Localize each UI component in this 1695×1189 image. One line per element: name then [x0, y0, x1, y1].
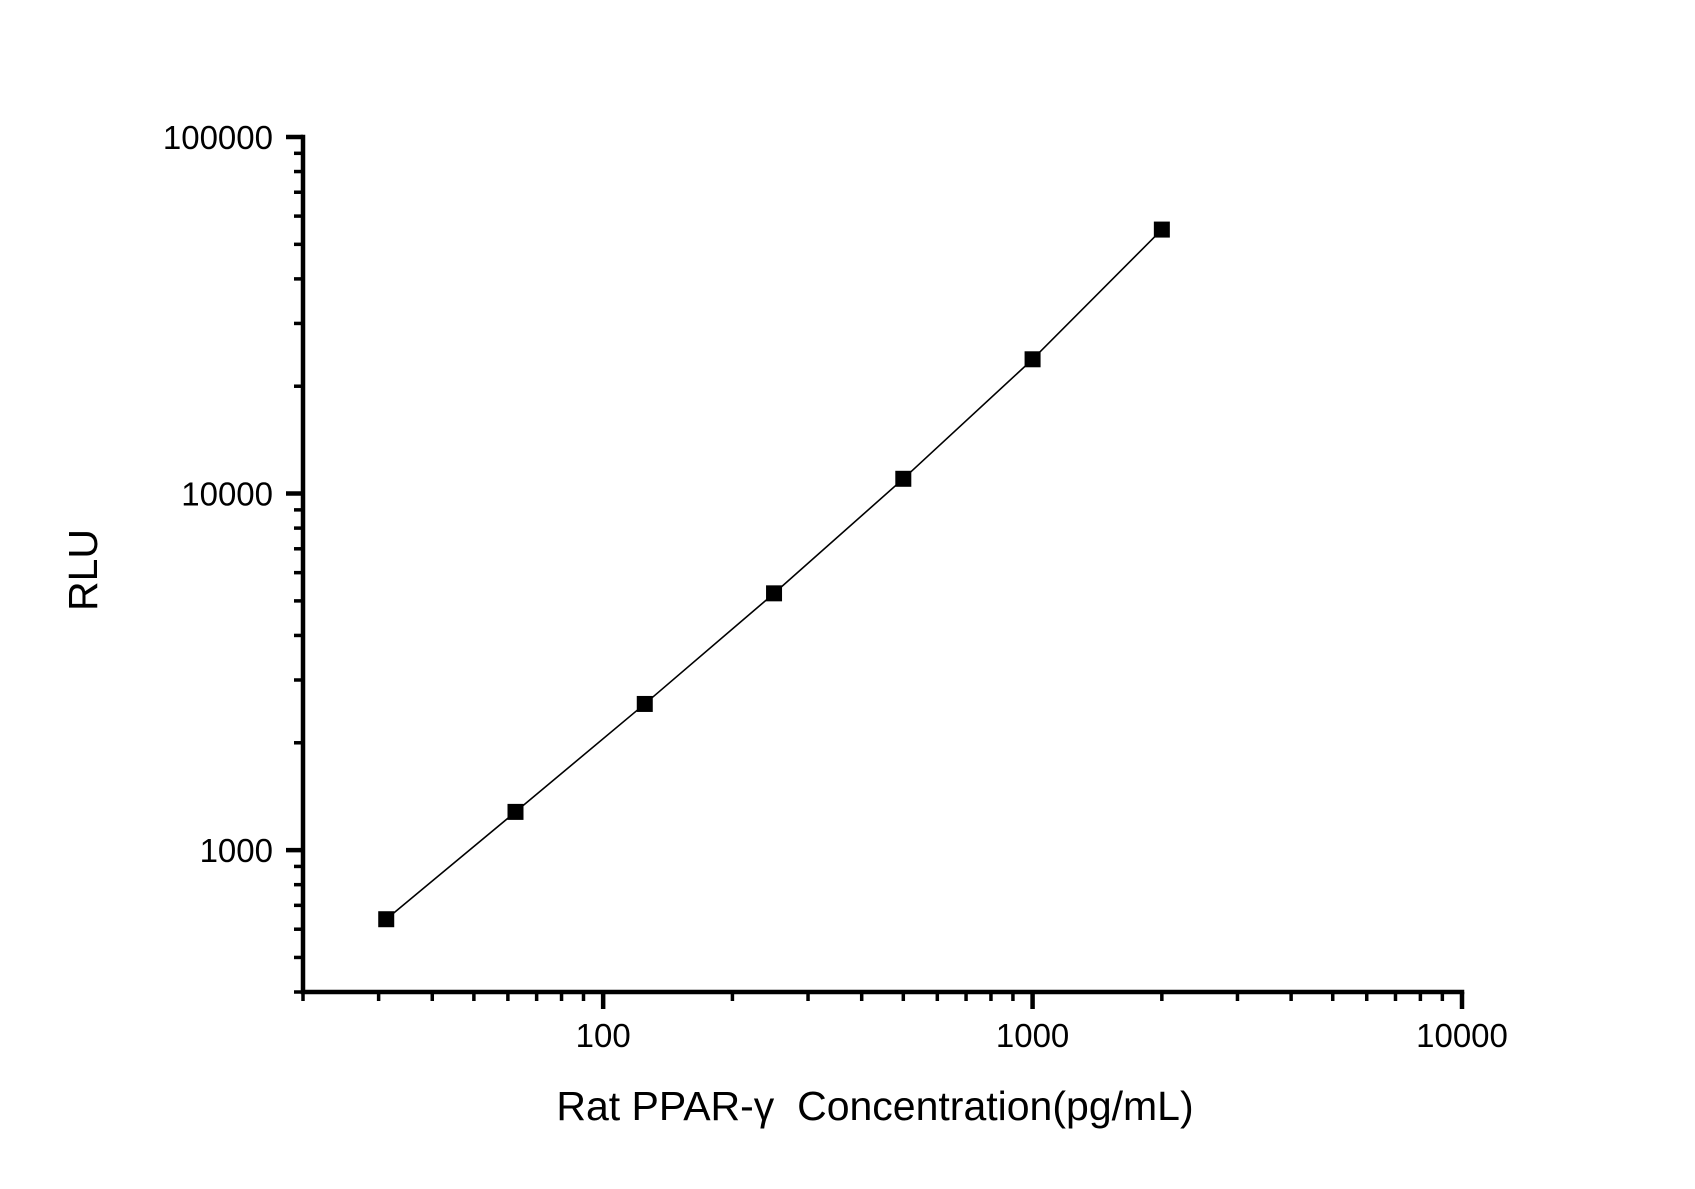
y-tick-label: 1000 — [200, 832, 273, 869]
y-axis-title: RLU — [60, 529, 106, 611]
axis-tick-labels: 100 1000 10000 1000 10000 100000 — [163, 119, 1508, 1054]
data-point-marker — [1153, 221, 1170, 238]
data-point-marker — [378, 911, 395, 928]
data-point-marker — [507, 803, 524, 820]
data-series — [378, 221, 1170, 928]
x-tick-label: 1000 — [996, 1017, 1069, 1054]
y-tick-label: 100000 — [163, 119, 273, 156]
axis-lines — [300, 134, 1465, 995]
x-axis-title: Rat PPAR-γ Concentration(pg/mL) — [556, 1083, 1193, 1129]
series-line — [385, 229, 1163, 920]
data-point-marker — [636, 695, 653, 712]
axes — [300, 134, 1465, 995]
x-tick-label: 100 — [576, 1017, 631, 1054]
axis-ticks — [286, 134, 1465, 1009]
y-tick-label: 10000 — [181, 476, 273, 513]
data-point-marker — [766, 585, 783, 602]
x-tick-label: 10000 — [1416, 1017, 1508, 1054]
data-point-marker — [1024, 351, 1041, 368]
data-point-marker — [895, 470, 912, 487]
